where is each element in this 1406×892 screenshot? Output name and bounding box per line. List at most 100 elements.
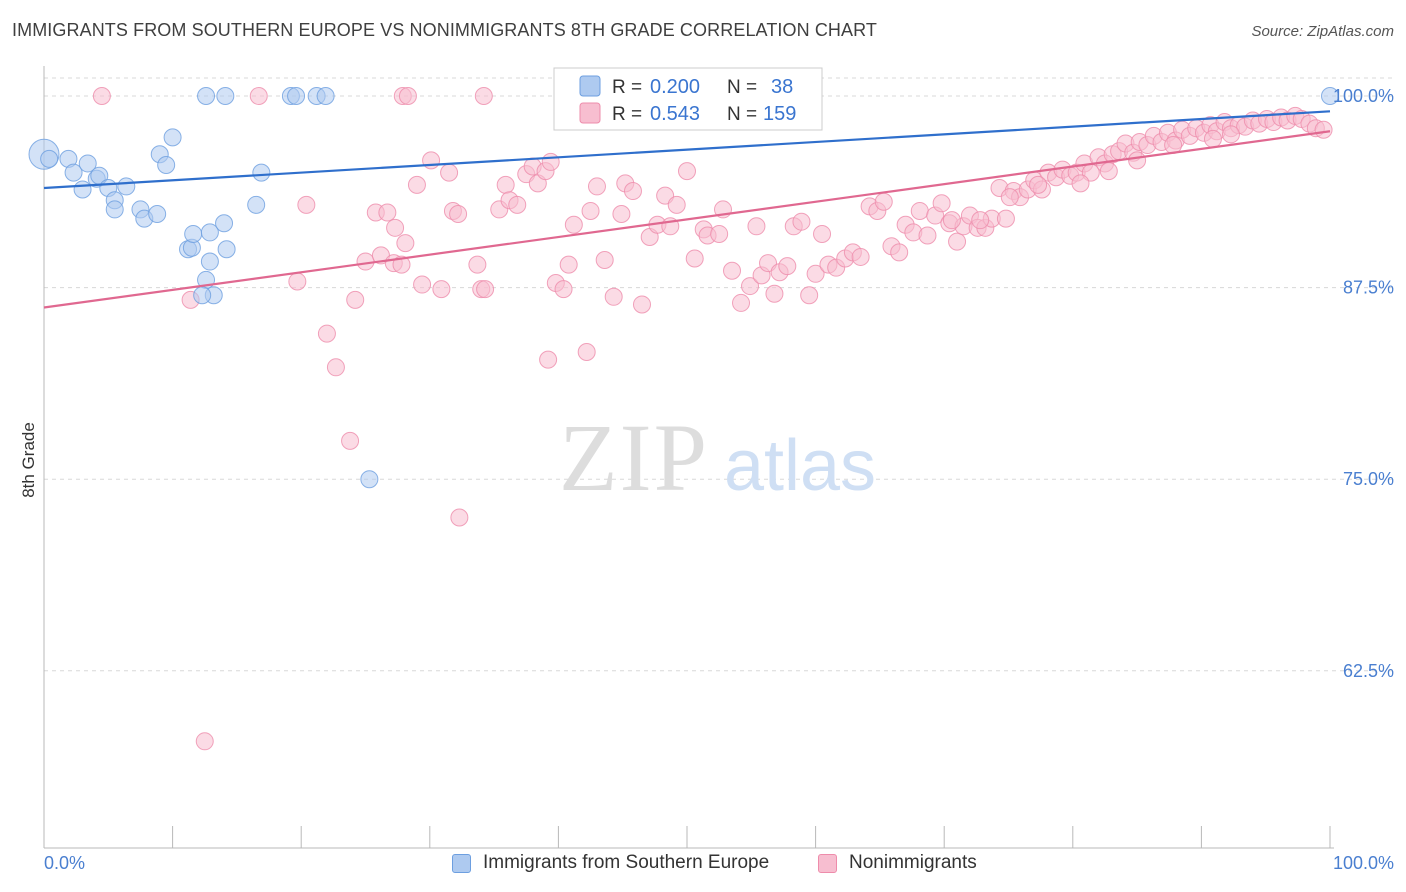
data-point-nonimmigrants	[747, 217, 766, 236]
data-point-nonimmigrants	[449, 205, 468, 224]
watermark: ZIP atlas	[559, 404, 876, 511]
data-point-immigrants	[200, 223, 219, 242]
data-point-nonimmigrants	[710, 224, 729, 243]
data-point-nonimmigrants	[996, 209, 1015, 228]
data-point-nonimmigrants	[813, 224, 832, 243]
data-point-nonimmigrants	[496, 175, 515, 194]
data-point-nonimmigrants	[386, 218, 405, 237]
data-point-nonimmigrants	[554, 280, 573, 299]
data-point-nonimmigrants	[910, 201, 929, 220]
data-point-nonimmigrants	[948, 232, 967, 251]
watermark-zip: ZIP	[559, 404, 709, 511]
legend-item-nonimmigrants[interactable]: Nonimmigrants	[818, 852, 977, 874]
data-point-nonimmigrants	[398, 87, 417, 105]
data-point-nonimmigrants	[778, 257, 797, 276]
data-point-nonimmigrants	[577, 342, 596, 361]
data-point-nonimmigrants	[918, 226, 937, 245]
data-point-immigrants	[148, 205, 167, 224]
axes	[43, 66, 1334, 849]
data-point-nonimmigrants	[341, 431, 360, 450]
data-point-nonimmigrants	[288, 272, 307, 291]
data-point-nonimmigrants	[971, 211, 990, 230]
data-point-nonimmigrants	[564, 215, 583, 234]
data-point-immigrants	[252, 163, 271, 182]
stats-legend: R = 0.200 N = 38 R = 0.543 N = 159	[553, 67, 823, 131]
data-point-nonimmigrants	[396, 234, 415, 253]
stats-n-value-blue: 38	[771, 76, 793, 98]
data-point-immigrants	[247, 195, 266, 214]
data-point-nonimmigrants	[1029, 175, 1048, 194]
trend-line-immigrants	[43, 110, 1331, 190]
data-point-nonimmigrants	[932, 194, 951, 213]
data-point-nonimmigrants	[890, 243, 909, 262]
bottom-legend: Immigrants from Southern Europe Nonimmig…	[0, 852, 1406, 878]
data-point-nonimmigrants	[468, 255, 487, 274]
series-immigrants-southern-europe	[28, 87, 1339, 489]
data-point-nonimmigrants	[249, 87, 268, 105]
y-tick-label: 75.0%	[1343, 469, 1394, 489]
data-point-nonimmigrants	[378, 203, 397, 222]
stats-swatch-pink	[579, 102, 601, 124]
data-point-immigrants	[216, 87, 235, 105]
trend-line-nonimmigrants	[43, 130, 1331, 309]
data-point-immigrants	[117, 177, 136, 196]
data-point-nonimmigrants	[667, 195, 686, 214]
x-tick-label-max: 100.0%	[1333, 853, 1394, 873]
data-point-immigrants	[184, 224, 203, 243]
data-point-nonimmigrants	[732, 293, 751, 312]
data-point-nonimmigrants	[539, 350, 558, 369]
data-point-nonimmigrants	[604, 287, 623, 306]
data-point-immigrants	[73, 180, 92, 199]
legend-label-nonimmigrants: Nonimmigrants	[849, 852, 977, 873]
data-point-nonimmigrants	[440, 163, 459, 182]
data-point-nonimmigrants	[1000, 188, 1019, 207]
data-point-immigrants	[360, 470, 379, 489]
data-point-nonimmigrants	[723, 261, 742, 280]
data-point-nonimmigrants	[392, 255, 411, 274]
data-point-immigrants	[200, 252, 219, 271]
data-point-nonimmigrants	[741, 277, 760, 296]
data-point-nonimmigrants	[1128, 151, 1147, 170]
chart-title: IMMIGRANTS FROM SOUTHERN EUROPE VS NONIM…	[12, 20, 877, 40]
data-point-nonimmigrants	[346, 290, 365, 309]
stats-n-value-pink: 159	[763, 103, 796, 125]
stats-swatch-blue	[579, 75, 601, 97]
data-point-nonimmigrants	[792, 212, 811, 231]
data-point-nonimmigrants	[559, 255, 578, 274]
legend-swatch-pink	[818, 853, 837, 873]
y-tick-labels: 100.0% 87.5% 75.0% 62.5%	[1333, 86, 1394, 681]
data-point-nonimmigrants	[508, 195, 527, 214]
data-point-immigrants	[215, 214, 234, 233]
data-point-nonimmigrants	[623, 182, 642, 201]
x-tick-label-min: 0.0%	[44, 853, 85, 873]
data-point-immigrants	[163, 128, 182, 147]
stats-n-label-pink: N =	[727, 104, 757, 125]
data-point-nonimmigrants	[806, 264, 825, 283]
data-point-nonimmigrants	[326, 358, 345, 377]
data-point-nonimmigrants	[1221, 125, 1240, 144]
data-point-immigrants	[316, 87, 335, 105]
data-point-nonimmigrants	[595, 251, 614, 270]
series-nonimmigrants	[92, 87, 1333, 751]
stats-r-value-pink: 0.543	[650, 103, 700, 125]
data-point-nonimmigrants	[432, 280, 451, 299]
data-point-nonimmigrants	[581, 201, 600, 220]
legend-item-immigrants[interactable]: Immigrants from Southern Europe	[452, 852, 769, 874]
data-point-nonimmigrants	[678, 162, 696, 181]
data-point-nonimmigrants	[541, 152, 560, 171]
data-point-nonimmigrants	[685, 249, 704, 268]
data-point-nonimmigrants	[765, 284, 784, 303]
data-point-immigrants	[157, 155, 176, 174]
data-point-nonimmigrants	[474, 87, 493, 105]
data-point-nonimmigrants	[874, 192, 893, 211]
data-point-nonimmigrants	[1314, 120, 1333, 139]
y-tick-label: 87.5%	[1343, 278, 1394, 298]
data-point-nonimmigrants	[800, 286, 819, 305]
data-point-nonimmigrants	[450, 508, 469, 527]
data-point-immigrants	[78, 154, 97, 173]
data-point-nonimmigrants	[612, 205, 631, 224]
data-point-nonimmigrants	[851, 247, 870, 266]
data-point-immigrants	[217, 240, 236, 259]
data-point-nonimmigrants	[1203, 129, 1222, 148]
data-point-immigrants	[197, 87, 216, 105]
